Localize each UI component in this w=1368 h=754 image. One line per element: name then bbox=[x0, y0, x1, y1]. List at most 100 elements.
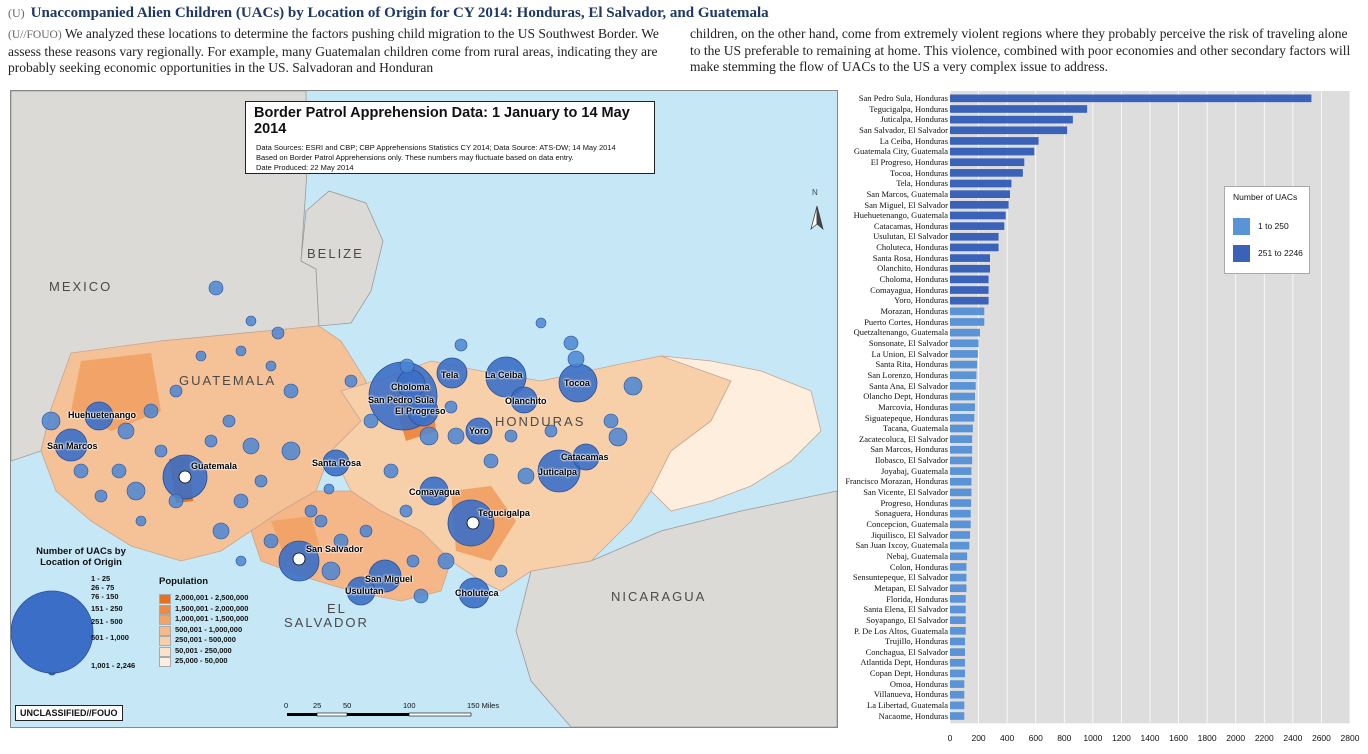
chart-category-label: La Union, El Salvador bbox=[871, 348, 948, 359]
chart-bar bbox=[950, 296, 989, 305]
chart-tick-label: 1000 bbox=[1083, 733, 1103, 743]
chart-bar bbox=[950, 488, 972, 497]
chart-category-label: Quetzaltenango, Guatemala bbox=[853, 327, 948, 338]
chart-category-label: Comayagua, Honduras bbox=[870, 284, 948, 295]
chart-tick-label: 200 bbox=[971, 733, 986, 743]
chart-bar bbox=[950, 94, 1312, 103]
chart-category-label: San Marcos, Honduras bbox=[870, 444, 948, 455]
scale-tick: 25 bbox=[313, 701, 322, 710]
city-label-choluteca: Choluteca bbox=[455, 588, 499, 598]
uac-legend-item: 76 - 150 bbox=[91, 592, 119, 601]
chart-bar bbox=[950, 339, 979, 348]
chart-bar bbox=[950, 531, 970, 539]
uac-legend-item: 26 - 75 bbox=[91, 583, 115, 592]
chart-bar bbox=[950, 477, 972, 486]
chart-category-label: Tocoa, Honduras bbox=[890, 167, 948, 178]
chart-bar bbox=[950, 105, 1088, 113]
chart-category-label: Metapan, El Salvador bbox=[874, 582, 948, 593]
chart-tick-label: 1400 bbox=[1140, 733, 1160, 743]
title-text: Unaccompanied Alien Children (UACs) by L… bbox=[30, 5, 769, 21]
title-classification: (U) bbox=[8, 6, 25, 20]
uac-legend-item: 501 - 1,000 bbox=[91, 633, 129, 642]
chart-category-label: Huehuetenango, Guatemala bbox=[853, 210, 948, 221]
city-label-san-salvador: San Salvador bbox=[306, 544, 364, 554]
chart-bar bbox=[950, 648, 965, 656]
city-label-huehuetenango: Huehuetenango bbox=[68, 410, 137, 420]
chart-bar bbox=[950, 424, 973, 433]
chart-category-label: Concepcion, Guatemala bbox=[866, 519, 948, 529]
bubble-usulutan bbox=[346, 576, 376, 606]
city-label-san-miguel: San Miguel bbox=[365, 574, 413, 584]
chart-bar bbox=[950, 307, 985, 316]
chart-category-label: Marcovia, Honduras bbox=[878, 401, 948, 412]
chart-bar bbox=[950, 627, 966, 635]
chart-category-label: Sonaguera, Honduras bbox=[874, 508, 948, 519]
bubble-catacamas bbox=[572, 443, 600, 471]
city-label-catacamas: Catacamas bbox=[561, 452, 609, 462]
chart-category-label: Santa Rosa, Honduras bbox=[872, 252, 948, 263]
chart-category-label: Santa Ana, El Salvador bbox=[869, 380, 948, 391]
chart-category-label: El Progreso, Honduras bbox=[870, 156, 948, 167]
chart-category-label: Conchagua, El Salvador bbox=[865, 646, 948, 657]
chart-bar bbox=[950, 563, 967, 571]
city-label-choloma: Choloma bbox=[391, 382, 430, 392]
chart-category-label: Omoa, Honduras bbox=[889, 678, 948, 689]
chart-category-label: Guatemala City, Guatemala bbox=[853, 146, 948, 157]
chart-bar bbox=[950, 264, 990, 273]
belize-landmass bbox=[300, 190, 384, 327]
legend-swatch-low bbox=[1233, 218, 1250, 235]
chart-bar bbox=[950, 435, 973, 443]
country-label-el: EL bbox=[327, 601, 347, 616]
chart-bar bbox=[950, 392, 975, 401]
chart-bar bbox=[950, 680, 965, 688]
chart-bar bbox=[950, 126, 1068, 135]
chart-bar bbox=[950, 158, 1025, 167]
chart-tick-label: 1200 bbox=[1111, 733, 1131, 743]
uac-legend-item: 251 - 500 bbox=[91, 617, 123, 626]
chart-bar bbox=[950, 595, 966, 603]
chart-bar bbox=[950, 584, 967, 593]
paragraph-right: children, on the other hand, come from e… bbox=[690, 26, 1351, 74]
uac-legend-circles bbox=[11, 590, 94, 676]
city-label-san-pedro-sula: San Pedro Sula bbox=[368, 395, 435, 405]
population-legend-swatch bbox=[159, 625, 171, 636]
capital-star-icon bbox=[466, 516, 480, 530]
chart-legend-title: Number of UACs bbox=[1233, 192, 1298, 202]
chart-category-label: San Pedro Sula, Honduras bbox=[858, 93, 948, 103]
chart-category-label: Choluteca, Honduras bbox=[876, 242, 948, 253]
country-label-honduras: HONDURAS bbox=[495, 414, 586, 429]
map-info-box: Border Patrol Apprehension Data: 1 Janua… bbox=[245, 101, 655, 174]
city-label-yoro: Yoro bbox=[469, 426, 489, 436]
paragraph-left: (U//FOUO) We analyzed these locations to… bbox=[8, 26, 663, 77]
legend-circle-7 bbox=[11, 590, 94, 674]
chart-category-label: Colon, Honduras bbox=[889, 561, 948, 572]
bubble-la-ceiba bbox=[485, 356, 527, 398]
bubble-huehuetenango bbox=[84, 401, 114, 431]
chart-category-label: Tegucigalpa, Honduras bbox=[869, 103, 948, 114]
chart-category-label: Usulutan, El Salvador bbox=[873, 231, 948, 242]
bubble-olanchito bbox=[510, 386, 538, 414]
map-canvas bbox=[11, 91, 837, 727]
chart-category-label: San Juan Ixcoy, Guatemala bbox=[855, 540, 948, 551]
chart-tick-label: 2600 bbox=[1311, 733, 1331, 743]
chart-bar bbox=[950, 509, 971, 518]
uac-small-bubbles bbox=[41, 280, 643, 604]
chart-bar bbox=[950, 541, 970, 550]
chart-bar bbox=[950, 467, 972, 475]
chart-category-label: Tela, Honduras bbox=[896, 178, 948, 189]
chart-tick-label: 600 bbox=[1028, 733, 1043, 743]
city-label-la-ceiba: La Ceiba bbox=[485, 370, 523, 380]
chart-bar bbox=[950, 211, 1006, 220]
population-legend-label: 1,500,001 - 2,000,000 bbox=[175, 603, 249, 613]
map-info-sources: Data Sources: ESRI and CBP; CBP Apprehen… bbox=[256, 143, 616, 152]
scale-tick: 150 Miles bbox=[467, 701, 500, 710]
north-label: N bbox=[812, 188, 818, 197]
chart-category-label: San Salvador, El Salvador bbox=[859, 124, 948, 135]
country-label-mexico: MEXICO bbox=[49, 279, 113, 294]
chart-category-label: Olancho Dept, Honduras bbox=[863, 391, 948, 402]
chart-tick-label: 2800 bbox=[1340, 733, 1360, 743]
population-legend-swatch bbox=[159, 636, 171, 646]
chart-tick-label: 0 bbox=[947, 733, 953, 743]
population-legend-label: 2,000,001 - 2,500,000 bbox=[175, 593, 249, 602]
city-label-el-progreso: El Progreso bbox=[395, 406, 446, 416]
